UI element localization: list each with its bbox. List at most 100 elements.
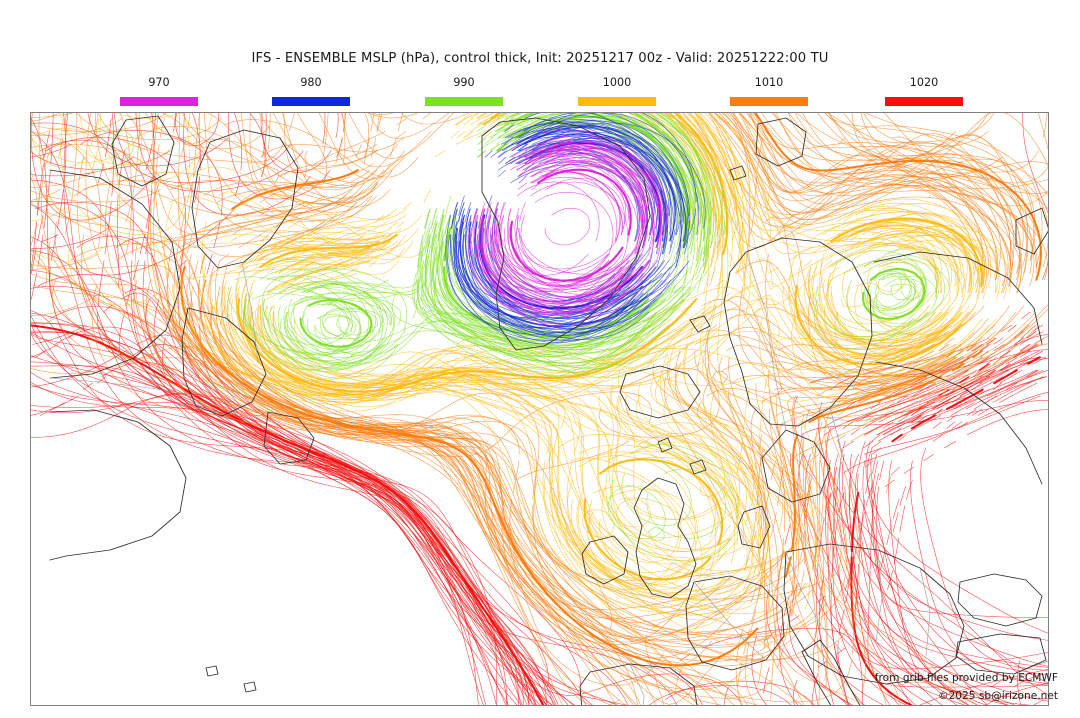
coastline [633, 477, 697, 599]
contour-line [709, 113, 751, 261]
contour-line [987, 402, 1022, 410]
contour-line [944, 337, 955, 345]
contour-line [827, 492, 850, 705]
contour-line [181, 113, 280, 184]
contour-line [709, 266, 716, 287]
contour-line [987, 369, 1003, 378]
contour-line [815, 285, 921, 337]
contour-line [210, 234, 237, 242]
contour-line [591, 433, 717, 571]
contour-line [931, 395, 946, 403]
contour-line [243, 305, 682, 399]
contour-line [444, 195, 452, 223]
contour-line [540, 182, 561, 190]
contour-line [599, 518, 690, 586]
contour-line [482, 227, 622, 329]
contour-line [851, 227, 876, 236]
contour-line [616, 395, 770, 565]
contour-line [318, 260, 339, 268]
contour-line [489, 227, 650, 303]
contour-line [425, 234, 650, 377]
contour-line [192, 113, 200, 177]
contour-line [213, 298, 746, 621]
contour-line [612, 486, 666, 526]
contour-line [353, 247, 373, 255]
contour-line [957, 382, 971, 390]
contour-line [696, 350, 801, 545]
contour-line [876, 259, 927, 307]
contour-line [607, 492, 666, 540]
contour-line [770, 511, 777, 539]
contour-line [322, 282, 418, 319]
coastline [689, 315, 711, 333]
contour-line [344, 169, 363, 177]
contour-line [1000, 382, 1016, 390]
contour-line [788, 273, 983, 374]
contour-line [530, 169, 543, 177]
contour-line [821, 421, 833, 429]
contour-line [735, 666, 742, 705]
contour-line [552, 157, 641, 242]
contour-line [543, 156, 561, 165]
contour-line [903, 415, 920, 423]
contour-line [203, 113, 373, 233]
contour-line [903, 213, 984, 287]
contour-line [287, 279, 297, 287]
contour-line [1017, 660, 1021, 705]
contour-line [840, 253, 857, 261]
contour-line [551, 122, 686, 248]
contour-line [226, 285, 699, 705]
contour-line [842, 440, 854, 449]
contour-line [31, 195, 47, 201]
contour-line [641, 113, 697, 203]
contour-line [91, 285, 723, 705]
contour-line [758, 557, 764, 578]
contour-line [869, 292, 909, 312]
contour-line [855, 282, 880, 300]
contour-line [125, 247, 142, 255]
contour-line [277, 305, 385, 369]
contour-line [802, 408, 827, 416]
contour-line [289, 287, 382, 332]
legend-swatch-1020 [885, 97, 963, 106]
contour-line [35, 350, 46, 358]
contour-line [950, 408, 963, 416]
coastline [181, 307, 267, 417]
contour-line [932, 421, 942, 429]
contour-line [986, 356, 998, 365]
contour-line [852, 395, 871, 403]
contour-line [899, 505, 906, 533]
contour-line [245, 292, 723, 394]
contour-line [879, 460, 885, 481]
contour-line [31, 201, 540, 500]
contour-line [247, 292, 345, 360]
contour-line [260, 150, 272, 158]
contour-line [840, 247, 854, 255]
contour-line [71, 113, 78, 203]
contour-line [283, 113, 399, 191]
contour-line [364, 143, 378, 152]
contour-line [475, 113, 486, 119]
contour-line [355, 214, 391, 223]
legend-label-1020: 1020 [909, 76, 939, 89]
contour-line [858, 440, 866, 468]
contour-line [335, 113, 339, 139]
contour-line [638, 382, 754, 571]
contour-line [31, 113, 74, 118]
contour-line [973, 402, 986, 410]
contour-line [907, 402, 926, 410]
contour-line [503, 131, 516, 139]
contour-line [836, 234, 853, 242]
contour-line [454, 227, 643, 343]
map-canvas[interactable] [30, 112, 1049, 706]
contour-line [1038, 113, 1048, 151]
contour-line [970, 376, 983, 384]
contour-line [996, 369, 1010, 378]
contour-line [770, 344, 778, 365]
contour-line [570, 168, 632, 236]
contour-line [940, 428, 957, 436]
contour-line [923, 434, 942, 442]
contour-line [542, 181, 600, 242]
contour-line [977, 408, 989, 416]
contour-line [113, 113, 291, 184]
